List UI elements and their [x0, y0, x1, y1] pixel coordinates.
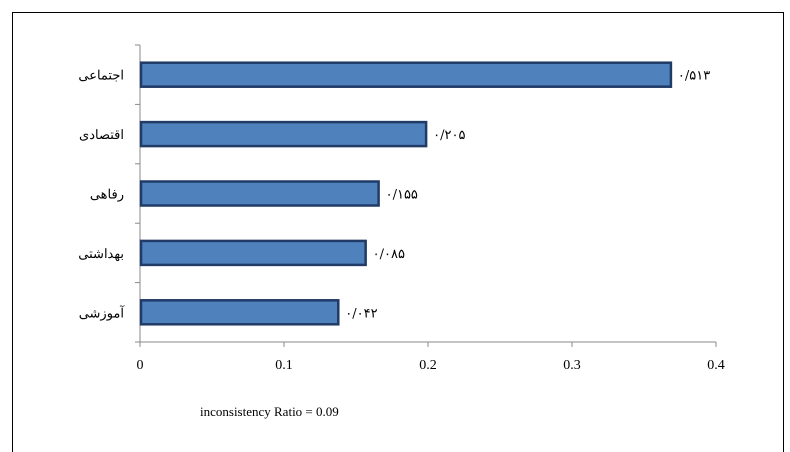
x-tick-label: 0.4 — [707, 358, 725, 373]
inconsistency-ratio-note: inconsistency Ratio = 0.09 — [200, 404, 339, 419]
category-label: بهداشتی — [78, 247, 124, 262]
data-label: ٠/۰۸۵ — [373, 247, 405, 262]
category-label: آموزشی — [79, 304, 126, 321]
data-label: ٠/۱۵۵ — [386, 188, 418, 203]
category-label: اقتصادی — [79, 128, 124, 143]
category-label: اجتماعی — [78, 69, 124, 84]
bar — [139, 239, 367, 267]
bar — [139, 120, 428, 148]
chart-frame — [12, 12, 784, 452]
x-tick-label: 0 — [137, 358, 144, 373]
data-label: ٠/۵۱۳ — [678, 69, 710, 84]
data-label: ٠/۲۰۵ — [433, 128, 465, 143]
bar — [139, 180, 380, 207]
x-tick-label: 0.2 — [419, 358, 437, 373]
bar — [139, 299, 340, 326]
data-label: ٠/۰۴۲ — [345, 306, 377, 321]
bar — [139, 61, 673, 88]
x-tick-label: 0.3 — [563, 358, 581, 373]
x-tick-label: 0.1 — [275, 358, 293, 373]
category-label: رفاهی — [90, 188, 124, 203]
